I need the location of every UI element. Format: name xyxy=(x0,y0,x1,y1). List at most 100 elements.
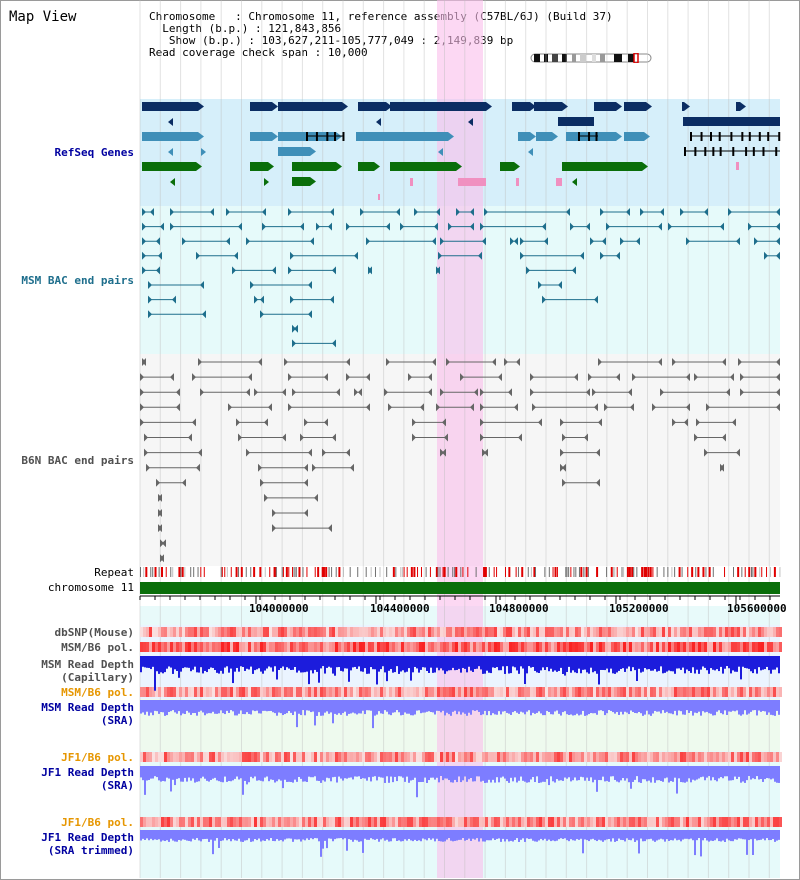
jf1-read-depth-trim-label[interactable]: JF1 Read Depth xyxy=(41,831,134,844)
read-depth-bin xyxy=(416,700,418,711)
repeat-mark xyxy=(338,567,341,577)
read-depth-bin xyxy=(666,766,668,778)
selected-region-highlight[interactable] xyxy=(437,0,483,878)
refseq-genes-label[interactable]: RefSeq Genes xyxy=(54,146,134,159)
read-depth-bin xyxy=(326,700,328,712)
polymorphism-bin xyxy=(215,627,218,637)
read-depth-bin xyxy=(328,656,330,667)
read-depth-bin xyxy=(574,700,576,716)
jf1-b6-pol-label-2[interactable]: JF1/B6 pol. xyxy=(61,816,134,829)
read-depth-bin xyxy=(226,830,228,841)
read-depth-bin xyxy=(354,656,356,667)
repeat-mark xyxy=(443,567,446,577)
polymorphism-bin xyxy=(512,627,515,637)
polymorphism-bin xyxy=(410,817,413,827)
polymorphism-bin xyxy=(635,817,638,827)
polymorphism-bin xyxy=(323,642,326,652)
polymorphism-bin xyxy=(203,752,206,762)
read-depth-bin xyxy=(296,830,298,840)
read-depth-bin xyxy=(566,700,568,715)
read-depth-bin xyxy=(494,656,496,668)
bac-end-marker xyxy=(254,388,258,397)
polymorphism-bin xyxy=(185,752,188,762)
polymorphism-bin xyxy=(347,752,350,762)
read-depth-bin xyxy=(692,766,694,780)
read-depth-bin xyxy=(774,766,776,782)
polymorphism-bin xyxy=(239,642,242,652)
polymorphism-bin xyxy=(743,752,746,762)
repeat-mark xyxy=(143,567,145,577)
gene-exon xyxy=(694,147,697,156)
msm-b6-pol-label-2[interactable]: MSM/B6 pol. xyxy=(61,686,134,699)
read-depth-bin xyxy=(284,766,286,780)
msm-bac-label[interactable]: MSM BAC end pairs xyxy=(21,274,134,287)
polymorphism-bin xyxy=(725,642,728,652)
read-depth-bin xyxy=(252,700,254,711)
polymorphism-bin xyxy=(296,817,299,827)
chromosome-ideogram[interactable] xyxy=(530,53,652,63)
jf1-b6-pol-label[interactable]: JF1/B6 pol. xyxy=(61,751,134,764)
polymorphism-bin xyxy=(656,817,659,827)
polymorphism-bin xyxy=(383,627,386,637)
polymorphism-bin xyxy=(524,752,527,762)
polymorphism-bin xyxy=(749,642,752,652)
bac-end-marker xyxy=(480,222,484,231)
read-depth-bin xyxy=(446,830,448,840)
polymorphism-bin xyxy=(617,627,620,637)
repeat-mark xyxy=(587,567,589,577)
polymorphism-bin xyxy=(326,642,329,652)
repeat-mark xyxy=(197,567,199,577)
read-depth-bin xyxy=(340,656,342,671)
gene-strand-arrow xyxy=(310,177,316,186)
polymorphism-bin xyxy=(686,627,689,637)
polymorphism-bin xyxy=(194,752,197,762)
read-depth-bin xyxy=(600,766,602,781)
repeat-mark xyxy=(325,567,328,577)
polymorphism-bin xyxy=(512,817,515,827)
dbsnp-label[interactable]: dbSNP(Mouse) xyxy=(54,626,134,639)
b6n-bac-label[interactable]: B6N BAC end pairs xyxy=(21,454,134,467)
read-depth-bin xyxy=(748,766,750,777)
read-depth-bin xyxy=(366,700,368,711)
read-depth-bin xyxy=(616,700,618,713)
jf1-read-depth-label[interactable]: JF1 Read Depth xyxy=(41,766,134,779)
bac-end-marker xyxy=(414,208,418,216)
bac-end-marker xyxy=(586,388,590,397)
read-depth-bin xyxy=(360,766,362,779)
bac-end-marker xyxy=(156,478,160,487)
bac-end-marker xyxy=(474,388,478,397)
polymorphism-bin xyxy=(245,752,248,762)
polymorphism-bin xyxy=(695,817,698,827)
polymorphism-bin xyxy=(146,687,149,697)
read-depth-bin xyxy=(378,766,380,777)
read-depth-bin xyxy=(186,830,188,841)
polymorphism-bin xyxy=(605,817,608,827)
read-depth-bin xyxy=(654,766,656,783)
polymorphism-bin xyxy=(617,642,620,652)
polymorphism-bin xyxy=(755,627,758,637)
read-depth-bin xyxy=(246,766,248,785)
polymorphism-bin xyxy=(194,627,197,637)
polymorphism-bin xyxy=(179,642,182,652)
polymorphism-bin xyxy=(740,817,743,827)
read-depth-bin xyxy=(586,766,588,778)
polymorphism-bin xyxy=(593,687,596,697)
read-depth-bin xyxy=(578,656,580,669)
read-depth-bin xyxy=(540,830,542,839)
read-depth-bin xyxy=(454,656,456,671)
bac-end-marker xyxy=(366,373,370,382)
msm-b6-pol-label[interactable]: MSM/B6 pol. xyxy=(61,641,134,654)
bac-end-marker xyxy=(434,222,438,231)
read-depth-bin xyxy=(204,656,206,671)
read-depth-bin xyxy=(472,766,474,782)
polymorphism-bin xyxy=(566,687,569,697)
polymorphism-bin xyxy=(455,752,458,762)
msm-read-depth-cap-label[interactable]: MSM Read Depth xyxy=(41,658,134,671)
polymorphism-bin xyxy=(740,627,743,637)
bac-end-marker xyxy=(508,388,512,397)
read-depth-bin xyxy=(238,700,240,714)
msm-read-depth-sra-label[interactable]: MSM Read Depth xyxy=(41,701,134,714)
polymorphism-bin xyxy=(575,627,578,637)
polymorphism-bin xyxy=(434,687,437,697)
